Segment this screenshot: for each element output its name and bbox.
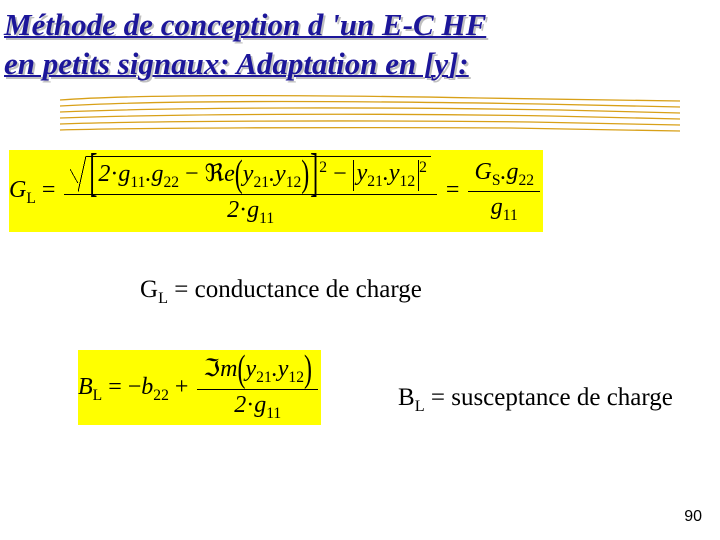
label-bl: BL = susceptance de charge [398,384,673,416]
label-gl-rest: = conductance de charge [168,276,422,303]
equation-gl-math: GL = [2·g11.g22 − ℜe(y21.y12)]2 − y21.y1… [9,177,543,203]
title-line-1: Méthode de conception d 'un E-C HF [4,6,716,45]
page-number: 90 [684,508,702,526]
title-line-2: en petits signaux: Adaptation en [y]: [4,45,716,84]
label-bl-sub: L [415,397,425,415]
label-bl-rest: = susceptance de charge [425,384,673,411]
label-bl-prefix: B [398,384,415,411]
equation-gl: GL = [2·g11.g22 − ℜe(y21.y12)]2 − y21.y1… [9,150,711,232]
label-gl-sub: L [158,289,168,307]
equation-bl: BL = −b22 + ℑm(y21.y12) 2·g11 [78,350,321,425]
equation-bl-math: BL = −b22 + ℑm(y21.y12) 2·g11 [78,374,321,400]
decorative-streaks [60,92,680,134]
slide-title: Méthode de conception d 'un E-C HF en pe… [0,0,720,84]
label-gl: GL = conductance de charge [140,276,422,308]
label-gl-prefix: G [140,276,158,303]
